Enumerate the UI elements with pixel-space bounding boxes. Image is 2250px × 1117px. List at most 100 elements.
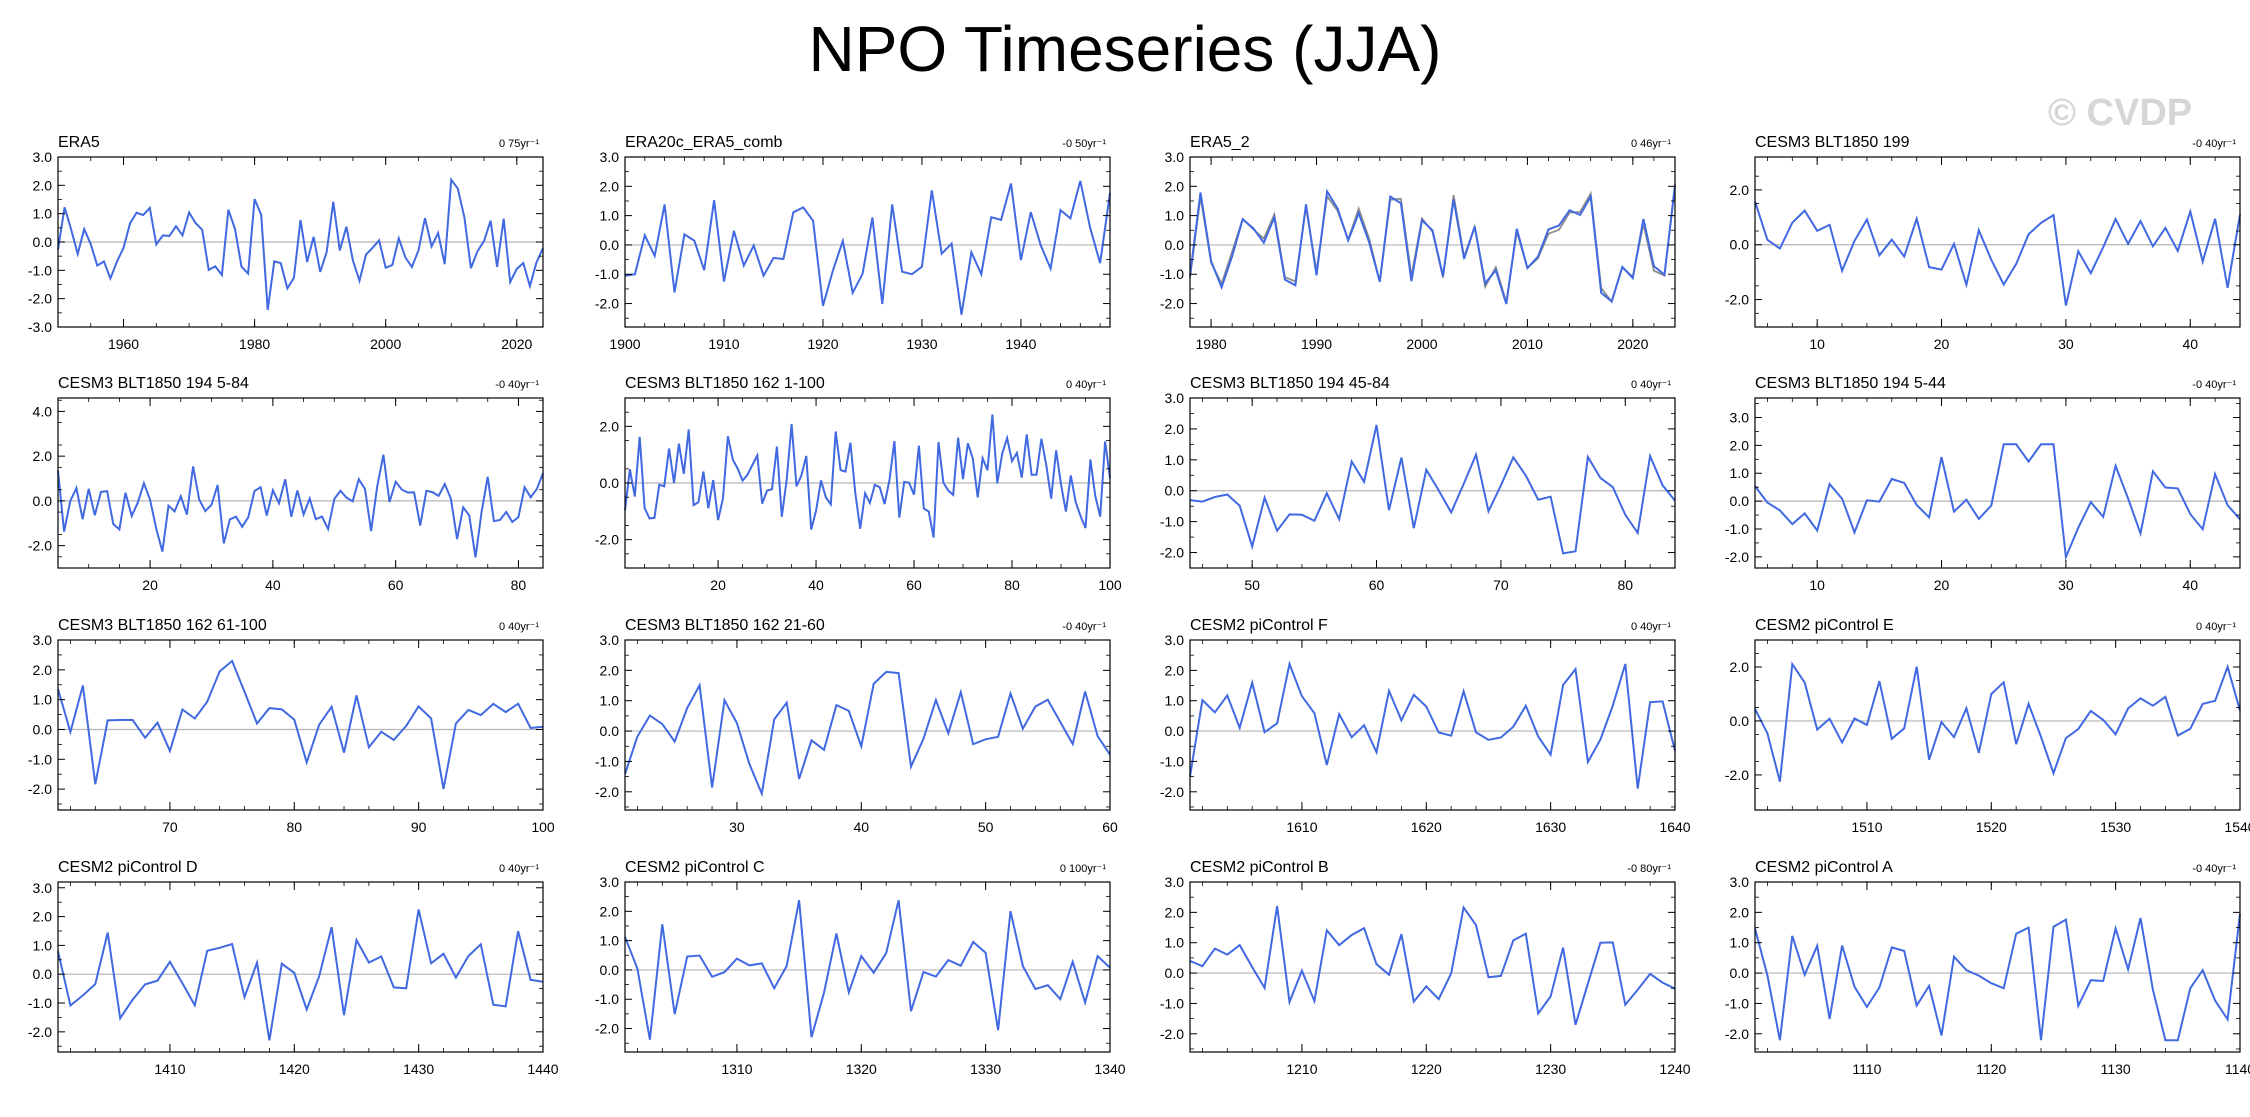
- npo-series-line: [1754, 201, 2241, 306]
- npo-series-line: [1754, 443, 2241, 562]
- npo-series-line: [1754, 913, 2241, 1042]
- y-tick-label: -2.0: [28, 291, 52, 307]
- y-tick-label: 3.0: [1165, 390, 1185, 406]
- x-tick-label: 1110: [1852, 1061, 1881, 1077]
- x-tick-label: 20: [710, 577, 726, 593]
- y-tick-label: 1.0: [1165, 208, 1185, 224]
- y-tick-label: 3.0: [1165, 149, 1185, 165]
- x-tick-label: 20: [142, 577, 158, 593]
- y-tick-label: 2.0: [1165, 421, 1185, 437]
- x-tick-label: 1440: [527, 1061, 558, 1077]
- panel-trend-label: 0 40yr⁻¹: [499, 863, 539, 875]
- y-tick-label: 3.0: [1730, 410, 1750, 426]
- chart-panel-12: CESM2 piControl E 0 40yr⁻¹ 2.0 0.0 -2.0 1510 1…: [1725, 617, 2250, 835]
- chart-panel-1: ERA5 0 75yr⁻¹ 3.0 2.0 1.0 0.0 -1.0 -2.0 -3.0 1960…: [28, 134, 544, 352]
- y-tick-label: 2.0: [1730, 182, 1750, 198]
- y-tick-label: -1.0: [28, 751, 52, 767]
- y-tick-label: -2.0: [595, 1021, 619, 1037]
- panel-trend-label: 0 75yr⁻¹: [499, 138, 539, 150]
- y-tick-label: 1.0: [1165, 935, 1185, 951]
- x-tick-label: 1630: [1535, 819, 1566, 835]
- y-tick-label: -2.0: [595, 532, 619, 548]
- x-tick-label: 70: [162, 819, 178, 835]
- panel-title: ERA5: [58, 134, 100, 151]
- y-tick-label: 3.0: [1165, 874, 1185, 890]
- y-tick-label: -1.0: [1160, 753, 1184, 769]
- x-tick-label: 1980: [239, 336, 270, 352]
- x-tick-label: 2020: [501, 336, 532, 352]
- x-tick-label: 100: [531, 819, 555, 835]
- x-tick-label: 40: [853, 819, 869, 835]
- y-tick-label: 2.0: [1730, 904, 1750, 920]
- y-tick-label: 2.0: [1165, 178, 1185, 194]
- npo-series-line: [624, 670, 1111, 798]
- y-tick-label: -2.0: [1725, 767, 1749, 783]
- x-tick-label: 1530: [2100, 819, 2131, 835]
- plot-frame: [1189, 639, 1676, 811]
- chart-panel-11: CESM2 piControl F 0 40yr⁻¹ 3.0 2.0 1.0 0.0 -1.…: [1160, 617, 1691, 835]
- x-tick-label: 1510: [1851, 819, 1882, 835]
- y-tick-label: 0.0: [1165, 965, 1185, 981]
- plot-frame: [1754, 881, 2241, 1053]
- y-tick-label: -2.0: [28, 781, 52, 797]
- x-tick-label: 2000: [1406, 336, 1437, 352]
- y-tick-label: -2.0: [1160, 784, 1184, 800]
- x-tick-label: 1220: [1411, 1061, 1442, 1077]
- cvdp-watermark: © CVDP: [2048, 92, 2193, 134]
- y-tick-label: 1.0: [1730, 935, 1750, 951]
- y-tick-label: 0.0: [33, 234, 53, 250]
- x-tick-label: 80: [1004, 577, 1020, 593]
- chart-panel-14: CESM2 piControl C 0 100yr⁻¹ 3.0 2.0 1.0 0.0 -1…: [595, 859, 1126, 1077]
- x-tick-label: 1610: [1286, 819, 1317, 835]
- panel-title: CESM2 piControl C: [625, 859, 765, 876]
- y-tick-label: 0.0: [1165, 483, 1185, 499]
- x-tick-label: 1960: [108, 336, 139, 352]
- x-tick-label: 60: [906, 577, 922, 593]
- y-tick-label: -2.0: [28, 538, 52, 554]
- y-tick-label: -1.0: [595, 991, 619, 1007]
- y-tick-label: -2.0: [1160, 545, 1184, 561]
- chart-panel-3: ERA5_2 0 46yr⁻¹ 3.0 2.0 1.0 0.0 -1.0 -2.0 1980 19…: [1160, 134, 1676, 352]
- x-tick-label: 1990: [1301, 336, 1332, 352]
- panel-trend-label: -0 40yr⁻¹: [2192, 379, 2236, 391]
- y-tick-label: 3.0: [600, 874, 620, 890]
- y-tick-label: -1.0: [1160, 995, 1184, 1011]
- plot-frame: [1754, 639, 2241, 811]
- chart-panel-5: CESM3 BLT1850 194 5-84 -0 40yr⁻¹ 4.0 2.0 0.0…: [28, 375, 544, 593]
- x-tick-label: 1230: [1535, 1061, 1566, 1077]
- panel-title: ERA5_2: [1190, 134, 1250, 151]
- panel-trend-label: 0 40yr⁻¹: [2196, 621, 2236, 633]
- panel-trend-label: -0 40yr⁻¹: [2192, 138, 2236, 150]
- y-tick-label: -1.0: [1725, 995, 1749, 1011]
- npo-series-line: [624, 414, 1111, 538]
- x-tick-label: 1130: [2101, 1061, 2131, 1077]
- y-tick-label: -2.0: [1725, 292, 1749, 308]
- npo-series-line: [624, 180, 1111, 315]
- y-tick-label: 2.0: [600, 178, 620, 194]
- x-tick-label: 2000: [370, 336, 401, 352]
- y-tick-label: 3.0: [33, 880, 53, 896]
- y-tick-label: 1.0: [33, 206, 53, 222]
- x-tick-label: 1340: [1094, 1061, 1125, 1077]
- y-tick-label: 3.0: [600, 149, 620, 165]
- y-tick-label: 1.0: [33, 937, 53, 953]
- x-tick-label: 80: [286, 819, 302, 835]
- chart-panel-8: CESM3 BLT1850 194 5-44 -0 40yr⁻¹ 3.0 2.0 1.0…: [1725, 375, 2241, 593]
- y-tick-label: 1.0: [600, 208, 620, 224]
- y-tick-label: 2.0: [600, 903, 620, 919]
- x-tick-label: 1920: [807, 336, 838, 352]
- x-tick-label: 50: [1244, 577, 1260, 593]
- y-tick-label: 3.0: [33, 632, 53, 648]
- y-tick-label: 2.0: [33, 662, 53, 678]
- panel-trend-label: -0 40yr⁻¹: [2192, 863, 2236, 875]
- x-tick-label: 20: [1934, 577, 1950, 593]
- x-tick-label: 40: [2182, 336, 2198, 352]
- y-tick-label: 2.0: [33, 909, 53, 925]
- y-tick-label: 0.0: [1165, 237, 1185, 253]
- x-tick-label: 1910: [708, 336, 739, 352]
- x-tick-label: 40: [808, 577, 824, 593]
- y-tick-label: 1.0: [33, 692, 53, 708]
- chart-panel-10: CESM3 BLT1850 162 21-60 -0 40yr⁻¹ 3.0 2.0 1.…: [595, 617, 1118, 835]
- x-tick-label: 40: [265, 577, 281, 593]
- y-tick-label: 2.0: [1730, 659, 1750, 675]
